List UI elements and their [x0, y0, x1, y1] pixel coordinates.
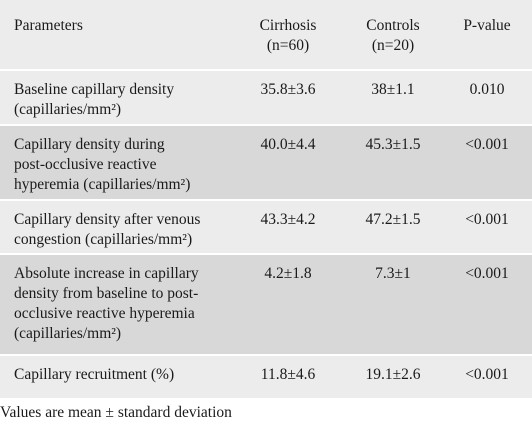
parameter-line: Baseline capillary density	[14, 81, 175, 98]
row-parameter-cell: Baseline capillary density (capillaries/…	[0, 69, 232, 125]
cirrhosis-value: 43.3±4.2	[232, 199, 344, 254]
parameter-line: density from baseline to post-	[14, 285, 199, 302]
table-header-row: Parameters Cirrhosis (n=60) Controls (n=…	[0, 0, 532, 70]
table-row: Capillary recruitment (%) 11.8±4.6 19.1±…	[0, 354, 532, 398]
table-row: Capillary density during post-occlusive …	[0, 124, 532, 200]
cirrhosis-value: 40.0±4.4	[232, 124, 344, 200]
header-controls-line2: (n=20)	[371, 37, 415, 54]
header-parameters-label: Parameters	[14, 17, 83, 34]
parameter-line: (capillaries/mm²)	[14, 101, 122, 118]
header-controls: Controls (n=20)	[344, 0, 442, 70]
parameter-line: Capillary recruitment (%)	[14, 366, 175, 383]
controls-value: 45.3±1.5	[344, 124, 442, 200]
header-pvalue-label: P-value	[463, 17, 511, 34]
table-footnote: Values are mean ± standard deviation	[0, 404, 232, 421]
parameter-line: Capillary density during	[14, 136, 165, 153]
header-pvalue: P-value	[442, 0, 532, 70]
table-row: Baseline capillary density (capillaries/…	[0, 69, 532, 125]
table-row: Capillary density after venous congestio…	[0, 199, 532, 254]
header-cirrhosis-line1: Cirrhosis	[259, 17, 317, 34]
controls-value: 19.1±2.6	[344, 354, 442, 398]
pvalue-value: <0.001	[442, 354, 532, 398]
parameter-line: hyperemia (capillaries/mm²)	[14, 176, 191, 193]
parameter-line: congestion (capillaries/mm²)	[14, 231, 193, 248]
header-parameters: Parameters	[0, 0, 232, 70]
pvalue-value: <0.001	[442, 253, 532, 355]
cirrhosis-value: 11.8±4.6	[232, 354, 344, 398]
parameter-line: post-occlusive reactive	[14, 156, 157, 173]
parameter-line: (capillaries/mm²)	[14, 325, 122, 342]
cirrhosis-value: 35.8±3.6	[232, 69, 344, 125]
parameter-line: Capillary density after venous	[14, 211, 201, 228]
table-row: Absolute increase in capillary density f…	[0, 253, 532, 355]
header-cirrhosis-line2: (n=60)	[266, 37, 310, 54]
pvalue-value: 0.010	[442, 69, 532, 125]
data-table-container: Parameters Cirrhosis (n=60) Controls (n=…	[0, 0, 532, 398]
header-cirrhosis: Cirrhosis (n=60)	[232, 0, 344, 70]
row-parameter-cell: Capillary density after venous congestio…	[0, 199, 232, 254]
row-parameter-cell: Absolute increase in capillary density f…	[0, 253, 232, 355]
cirrhosis-value: 4.2±1.8	[232, 253, 344, 355]
parameter-line: Absolute increase in capillary	[14, 265, 199, 282]
controls-value: 7.3±1	[344, 253, 442, 355]
row-parameter-cell: Capillary density during post-occlusive …	[0, 124, 232, 200]
pvalue-value: <0.001	[442, 199, 532, 254]
row-parameter-cell: Capillary recruitment (%)	[0, 354, 232, 398]
controls-value: 38±1.1	[344, 69, 442, 125]
parameter-line: occlusive reactive hyperemia	[14, 305, 195, 322]
controls-value: 47.2±1.5	[344, 199, 442, 254]
results-table: Parameters Cirrhosis (n=60) Controls (n=…	[0, 0, 532, 398]
pvalue-value: <0.001	[442, 124, 532, 200]
header-controls-line1: Controls	[366, 17, 420, 34]
